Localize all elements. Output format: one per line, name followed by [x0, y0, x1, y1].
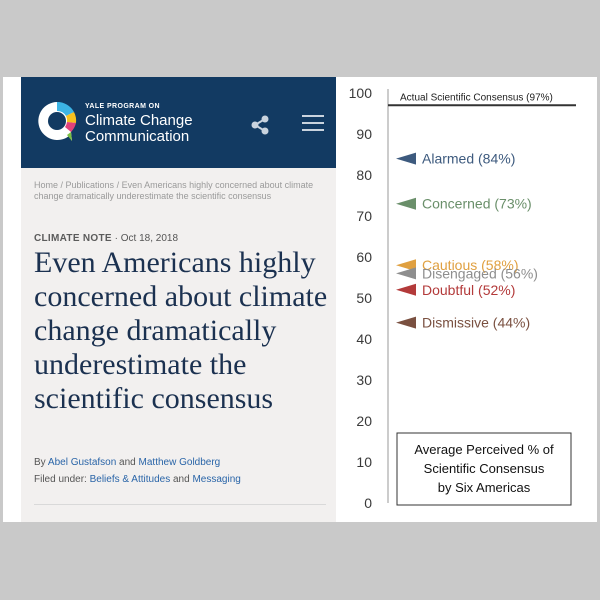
site-title[interactable]: Climate Change Communication — [85, 113, 245, 145]
y-tick-label: 80 — [356, 167, 372, 183]
segment-label: Alarmed (84%) — [422, 151, 515, 167]
filed-under: Filed under: Beliefs & Attitudes and Mes… — [34, 474, 241, 485]
legend-box — [396, 432, 572, 506]
filed-prefix: Filed under: — [34, 474, 90, 485]
climate-note-label[interactable]: CLIMATE NOTE — [34, 233, 112, 244]
site-header: YALE PROGRAM ON Climate Change Communica… — [21, 77, 336, 168]
segment-label: Disengaged (56%) — [422, 265, 538, 281]
segment-label: Concerned (73%) — [422, 196, 532, 212]
y-tick-label: 60 — [356, 249, 372, 265]
segment-marker — [396, 197, 416, 210]
site-title-line1: Climate Change — [85, 112, 193, 129]
segment-label: Dismissive (44%) — [422, 315, 530, 331]
breadcrumb-publications[interactable]: Publications — [65, 180, 115, 190]
filed-and: and — [170, 474, 193, 485]
article-meta: CLIMATE NOTE · Oct 18, 2018 — [34, 233, 178, 244]
segment-marker — [396, 267, 416, 280]
category-link[interactable]: Beliefs & Attitudes — [89, 474, 171, 485]
y-axis-ticks: 0 10 20 30 40 50 60 70 80 90 100 — [349, 85, 373, 511]
breadcrumb: Home / Publications / Even Americans hig… — [34, 180, 329, 202]
category-link[interactable]: Messaging — [192, 474, 241, 485]
y-tick-label: 100 — [349, 85, 373, 101]
breadcrumb-home[interactable]: Home — [34, 180, 59, 190]
breadcrumb-separator: / — [58, 180, 66, 190]
y-tick-label: 50 — [356, 290, 372, 306]
segment-marker — [396, 152, 416, 165]
perceived-consensus-chart: 0 10 20 30 40 50 60 70 80 90 100 Actual Scientific… — [349, 85, 576, 511]
legend-line: Average Perceived % of — [414, 442, 554, 457]
mobile-article-panel: YALE PROGRAM ON Climate Change Communica… — [21, 77, 336, 522]
segment-marker — [396, 283, 416, 296]
y-tick-label: 30 — [356, 372, 372, 388]
speech-bubble-logo-icon[interactable] — [35, 99, 79, 143]
breadcrumb-separator: / — [114, 180, 122, 190]
y-tick-label: 70 — [356, 208, 372, 224]
y-tick-label: 10 — [356, 454, 372, 470]
byline-and: and — [116, 457, 139, 468]
segment-marker — [396, 316, 416, 329]
hamburger-menu-icon[interactable] — [302, 112, 324, 134]
author-link[interactable]: Matthew Goldberg — [138, 457, 221, 468]
share-icon[interactable] — [249, 114, 271, 136]
y-tick-label: 40 — [356, 331, 372, 347]
article-headline: Even Americans highly concerned about cl… — [34, 246, 328, 415]
y-tick-label: 90 — [356, 126, 372, 142]
segment-label: Cautious (58%) — [422, 257, 519, 273]
byline-prefix: By — [34, 457, 48, 468]
segment-label: Doubtful (52%) — [422, 282, 515, 298]
site-title-line2: Communication — [85, 128, 190, 145]
legend-line: Scientific Consensus — [424, 461, 545, 476]
segment-marker — [396, 259, 416, 272]
chart-legend: Average Perceived % of Scientific Consen… — [396, 432, 572, 506]
article-date: · Oct 18, 2018 — [111, 233, 179, 244]
legend-line: by Six Americas — [438, 480, 531, 495]
segment-markers: Alarmed (84%) Concerned (73%) Cautious (58… — [396, 151, 538, 331]
y-tick-label: 20 — [356, 413, 372, 429]
author-link[interactable]: Abel Gustafson — [47, 457, 117, 468]
y-tick-label: 0 — [364, 495, 372, 511]
breadcrumb-current: Even Americans highly concerned about cl… — [34, 180, 314, 201]
consensus-reference-label: Actual Scientific Consensus (97%) — [400, 92, 553, 103]
byline: By Abel Gustafson and Matthew Goldberg — [34, 457, 220, 468]
program-label: YALE PROGRAM ON — [85, 103, 160, 110]
divider — [34, 504, 326, 505]
